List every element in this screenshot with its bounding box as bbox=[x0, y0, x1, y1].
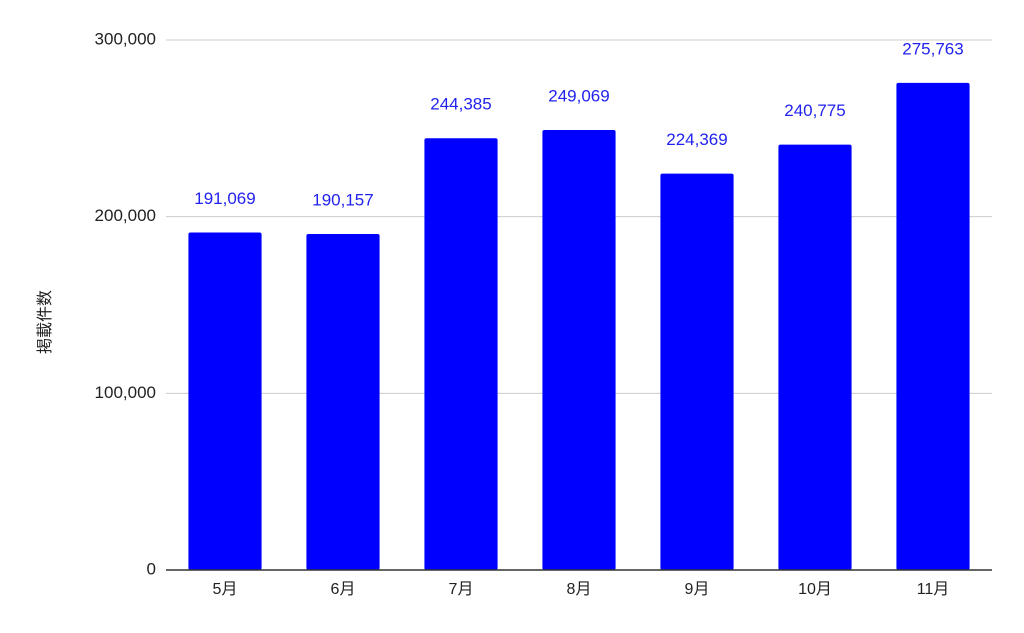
bar bbox=[424, 138, 498, 570]
data-label: 190,157 bbox=[312, 191, 373, 210]
x-tick-label: 6月 bbox=[331, 581, 356, 598]
x-tick-label: 11月 bbox=[917, 581, 950, 598]
x-tick-label: 8月 bbox=[567, 581, 592, 598]
x-tick-label: 9月 bbox=[685, 581, 710, 598]
bars bbox=[188, 82, 970, 571]
data-label: 240,775 bbox=[784, 101, 845, 120]
x-tick-label: 10月 bbox=[798, 581, 832, 598]
bar bbox=[778, 144, 852, 570]
data-label: 244,385 bbox=[430, 95, 491, 114]
y-axis-ticks: 0 100,000 200,000 300,000 bbox=[95, 29, 156, 578]
x-axis-ticks: 5月 6月 7月 8月 9月 10月 11月 bbox=[213, 581, 950, 598]
data-label: 224,369 bbox=[666, 130, 727, 149]
data-label: 249,069 bbox=[548, 86, 609, 105]
data-label: 275,763 bbox=[902, 39, 963, 58]
y-tick-label: 0 bbox=[147, 559, 156, 578]
bar bbox=[660, 173, 734, 571]
y-tick-label: 200,000 bbox=[95, 206, 156, 225]
y-tick-label: 300,000 bbox=[95, 29, 156, 48]
x-tick-label: 5月 bbox=[213, 581, 238, 598]
data-labels: 191,069 190,157 244,385 249,069 224,369 240,7… bbox=[194, 39, 963, 209]
y-tick-label: 100,000 bbox=[95, 383, 156, 402]
bar bbox=[306, 234, 380, 570]
bar bbox=[896, 82, 970, 571]
bar bbox=[542, 129, 616, 571]
x-tick-label: 7月 bbox=[449, 581, 474, 598]
y-axis-title: 掲載件数 bbox=[36, 290, 54, 354]
bar bbox=[188, 232, 262, 570]
data-label: 191,069 bbox=[194, 189, 255, 208]
